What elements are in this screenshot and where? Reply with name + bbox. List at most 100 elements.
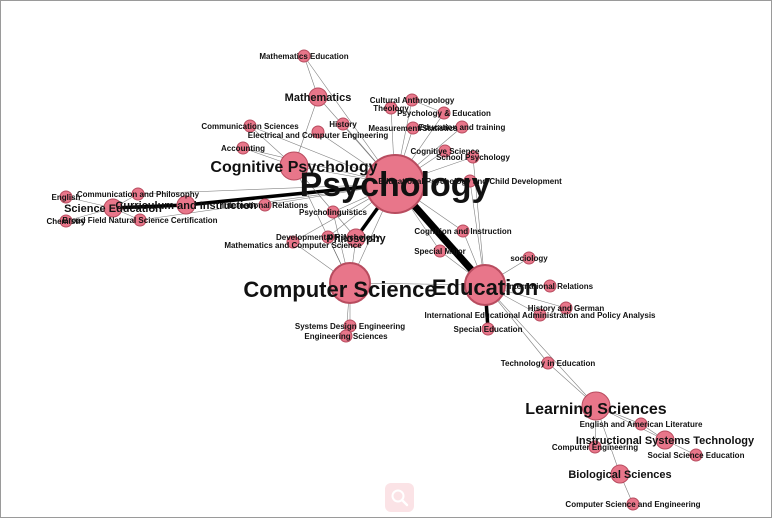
node-ed-psych-child[interactable]	[463, 174, 477, 188]
node-label-instructional-sys: Instructional Systems Technology	[576, 435, 755, 447]
node-label-curriculum: Curriculum and Instruction	[115, 200, 256, 212]
node-special-major[interactable]	[433, 244, 447, 258]
node-school-psych[interactable]	[466, 150, 480, 164]
node-label-psych-ed: Psychology & Education	[397, 109, 491, 118]
node-label-cult-anth: Cultural Anthropology	[370, 96, 455, 105]
node-education[interactable]	[464, 264, 506, 306]
node-label-intl-ed-admin: International Educational Administration…	[424, 311, 656, 320]
node-label-english: English	[52, 193, 81, 202]
node-special-ed[interactable]	[481, 322, 495, 336]
node-psychology[interactable]	[365, 154, 425, 214]
node-dev-psych[interactable]	[321, 230, 335, 244]
node-cog-instr[interactable]	[456, 224, 470, 238]
node-label-history: History	[329, 120, 357, 129]
node-measurement[interactable]	[406, 121, 420, 135]
node-comm-phil[interactable]	[131, 187, 145, 201]
node-label-broad-field: Broad Field Natural Science Certificatio…	[62, 216, 217, 225]
node-label-science-education: Science Education	[64, 203, 162, 215]
node-label-learning-sciences: Learning Sciences	[525, 401, 666, 418]
node-label-computer-science: Computer Science	[243, 277, 436, 302]
edge-curriculum-psychology	[185, 182, 396, 207]
node-psycholinguistics[interactable]	[326, 205, 340, 219]
node-hist-german[interactable]	[559, 301, 573, 315]
node-label-psychology: Psychology	[300, 166, 491, 204]
zoom-button[interactable]	[385, 483, 414, 512]
node-label-engineering-sci: Engineering Sciences	[304, 332, 388, 341]
node-ed-training[interactable]	[455, 120, 469, 134]
node-label-math-ed: Mathematics Education	[259, 52, 348, 61]
node-label-cognitive-psychology: Cognitive Psychology	[210, 159, 377, 176]
edge-psychology-comm_phil	[137, 183, 396, 195]
node-english[interactable]	[59, 190, 73, 204]
edge-science_education-curriculum	[112, 203, 187, 210]
node-label-education: Education	[432, 275, 538, 300]
node-intl-rel-a[interactable]	[258, 198, 272, 212]
edge-education-learning_sciences	[484, 284, 597, 407]
node-label-measurement: Measurement/Statistics	[368, 124, 458, 133]
node-accounting[interactable]	[236, 141, 250, 155]
node-label-ed-training: Education and training	[419, 123, 506, 132]
node-chemistry[interactable]	[59, 214, 73, 228]
node-psych-ed[interactable]	[437, 106, 451, 120]
node-label-theology: Theology	[373, 104, 409, 113]
node-learning-sciences[interactable]	[581, 391, 611, 421]
node-sociology[interactable]	[522, 251, 536, 265]
node-label-comp-eng: Computer Engineering	[552, 443, 638, 452]
node-label-systems-design: Systems Design Engineering	[295, 322, 405, 331]
node-engineering-sci[interactable]	[339, 329, 353, 343]
node-label-math-cs: Mathematics and Computer Science	[224, 241, 362, 250]
node-eece[interactable]	[311, 125, 325, 139]
node-broad-field[interactable]	[133, 213, 147, 227]
node-label-eece: Electrical and Computer Engineering	[248, 131, 389, 140]
node-math-ed[interactable]	[297, 49, 311, 63]
node-label-special-major: Special Major	[414, 247, 466, 256]
node-intl-ed-admin[interactable]	[533, 308, 547, 322]
node-computer-science[interactable]	[329, 262, 371, 304]
node-label-hist-german: History and German	[528, 304, 605, 313]
node-label-dev-psych: Developmental Psychology	[276, 233, 381, 242]
node-label-comm-sci: Communication Sciences	[201, 122, 299, 131]
node-comm-sci[interactable]	[243, 119, 257, 133]
node-label-eng-lit: English and American Literature	[580, 420, 703, 429]
node-mathematics[interactable]	[308, 87, 328, 107]
node-cognitive-psychology[interactable]	[279, 151, 309, 181]
node-label-tech-ed: Technology in Education	[501, 359, 596, 368]
node-cog-sci[interactable]	[438, 144, 452, 158]
node-label-cog-sci: Cognitive Science	[411, 147, 480, 156]
node-label-psycholinguistics: Psycholinguistics	[299, 208, 368, 217]
node-label-ed-psych-child: Educational Psychology and Child Develop…	[378, 177, 562, 186]
node-label-cog-instr: Cognition and Instruction	[414, 227, 511, 236]
edge-cognitive_psychology-philosophy	[293, 165, 357, 239]
node-cs-eng[interactable]	[626, 497, 640, 511]
node-science-education[interactable]	[103, 198, 123, 218]
node-label-biological-sci: Biological Sciences	[568, 469, 671, 481]
node-intl-rel-b[interactable]	[543, 279, 557, 293]
node-curriculum[interactable]	[176, 195, 196, 215]
node-math-cs[interactable]	[286, 235, 300, 249]
node-label-intl-rel-a: International Relations	[222, 201, 309, 210]
node-label-cs-eng: Computer Science and Engineering	[565, 500, 700, 509]
node-label-soc-sci-ed: Social Science Education	[648, 451, 745, 460]
node-comp-eng[interactable]	[588, 440, 602, 454]
node-label-mathematics: Mathematics	[285, 92, 352, 104]
node-label-special-ed: Special Education	[454, 325, 523, 334]
node-tech-ed[interactable]	[541, 356, 555, 370]
node-label-chemistry: Chemistry	[46, 217, 86, 226]
node-label-intl-rel-b: International Relations	[507, 282, 594, 291]
node-instructional-sys[interactable]	[655, 430, 675, 450]
node-label-sociology: sociology	[510, 254, 548, 263]
node-label-comm-phil: Communication and Philosophy	[77, 190, 200, 199]
node-soc-sci-ed[interactable]	[689, 448, 703, 462]
node-eng-lit[interactable]	[634, 417, 648, 431]
node-biological-sci[interactable]	[610, 464, 630, 484]
node-philosophy[interactable]	[346, 228, 366, 248]
edge-computer_science-education	[349, 282, 486, 286]
node-label-school-psych: School Psychology	[436, 153, 510, 162]
node-cult-anth[interactable]	[405, 93, 419, 107]
node-theology[interactable]	[384, 101, 398, 115]
node-label-accounting: Accounting	[221, 144, 265, 153]
node-history[interactable]	[336, 117, 350, 131]
magnifier-icon	[391, 489, 409, 507]
